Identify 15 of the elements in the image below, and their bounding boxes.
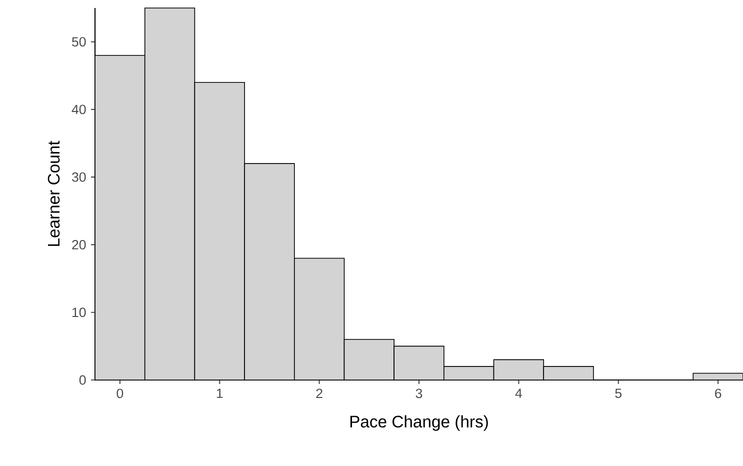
x-tick-label: 3 [416, 388, 422, 398]
y-tick-label: 0 [79, 375, 86, 385]
x-tick-label: 1 [216, 388, 223, 398]
x-axis-title: Pace Change (hrs) [350, 415, 488, 431]
x-tick-label: 4 [515, 388, 522, 398]
y-tick-label: 50 [72, 37, 86, 47]
x-tick-label: 2 [316, 388, 322, 398]
y-tick-label: 20 [72, 240, 86, 250]
x-tick-label: 5 [615, 388, 622, 398]
y-tick-label: 10 [72, 308, 86, 318]
y-axis-title: Learner Count [48, 140, 60, 246]
x-tick-label: 0 [116, 388, 124, 398]
y-tick-label: 30 [72, 172, 86, 182]
x-tick-label: 6 [715, 388, 722, 398]
y-tick-label: 40 [72, 104, 86, 114]
